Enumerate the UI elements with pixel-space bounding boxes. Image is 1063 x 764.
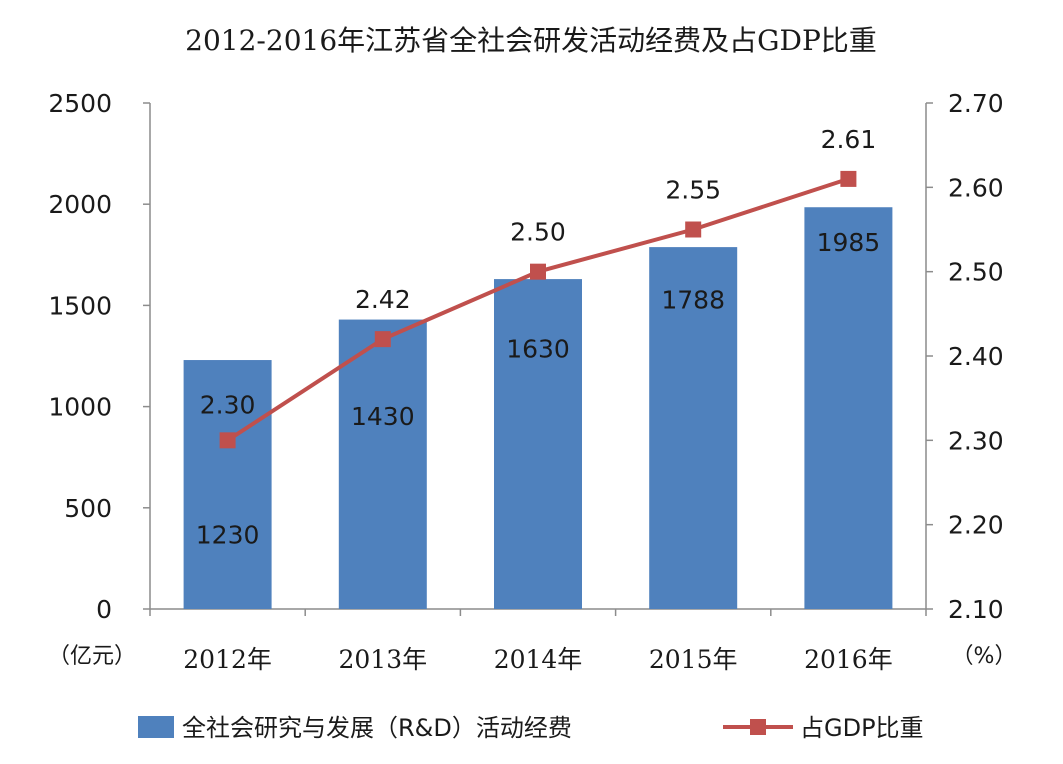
bar [649,247,738,609]
right-axis-unit: （%） [952,644,1017,669]
x-axis-tick-label: 2015年 [649,645,738,674]
bar-value-label: 1985 [817,228,881,257]
axes: 0 500 1000 1500 2000 2500 2.10 2.20 2.30 2.40 2.50… [48,89,1003,674]
right-axis-tick-label: 2.10 [948,595,1004,624]
bar [338,319,427,609]
bar [183,360,272,609]
bar-value-label: 1230 [196,520,260,549]
line-marker [374,331,391,348]
left-axis-tick-label: 500 [64,494,112,523]
legend-line-marker [750,719,766,735]
line-series [219,170,857,449]
line-value-label: 2.50 [510,218,566,247]
legend-line-label: 占GDP比重 [800,714,924,742]
left-axis-tick-label: 2000 [48,190,112,219]
line-marker [685,221,702,238]
right-axis-tick-label: 2.50 [948,258,1004,287]
left-axis-tick-label: 1500 [48,291,112,320]
left-axis-tick-label: 0 [96,595,112,624]
bar [494,279,582,609]
line-value-label: 2.55 [665,176,721,205]
line-value-label: 2.61 [821,125,877,154]
x-axis-tick-label: 2013年 [338,645,427,674]
legend-bar-swatch [138,716,174,738]
line-marker [219,432,236,449]
right-axis-tick-label: 2.70 [948,89,1004,118]
bar-value-label: 1630 [506,335,570,364]
data-labels: 1230 1430 1630 1788 1985 2.30 2.42 2.50 2.55 2.61 [196,125,880,549]
bar [804,207,893,609]
right-axis-tick-label: 2.40 [948,342,1004,371]
x-axis-tick-label: 2014年 [494,645,583,674]
bar-value-label: 1788 [661,286,725,315]
left-axis-tick-label: 2500 [48,89,112,118]
bar-series [183,207,893,609]
right-axis-tick-label: 2.20 [948,511,1004,540]
line-value-label: 2.30 [200,390,256,419]
legend: 全社会研究与发展（R&D）活动经费 占GDP比重 [138,714,924,742]
right-axis-tick-label: 2.30 [948,426,1004,455]
x-axis-tick-label: 2016年 [804,645,893,674]
line-value-label: 2.42 [355,285,411,314]
line-marker [840,170,857,187]
legend-bar-label: 全社会研究与发展（R&D）活动经费 [182,714,572,742]
line-marker [530,263,546,280]
right-axis-tick-label: 2.60 [948,173,1004,202]
x-axis-tick-label: 2012年 [183,645,272,674]
left-axis-unit: （亿元） [48,644,136,669]
chart-title: 2012-2016年江苏省全社会研发活动经费及占GDP比重 [185,24,877,57]
bar-value-label: 1430 [351,402,415,431]
left-axis-tick-label: 1000 [48,393,112,422]
